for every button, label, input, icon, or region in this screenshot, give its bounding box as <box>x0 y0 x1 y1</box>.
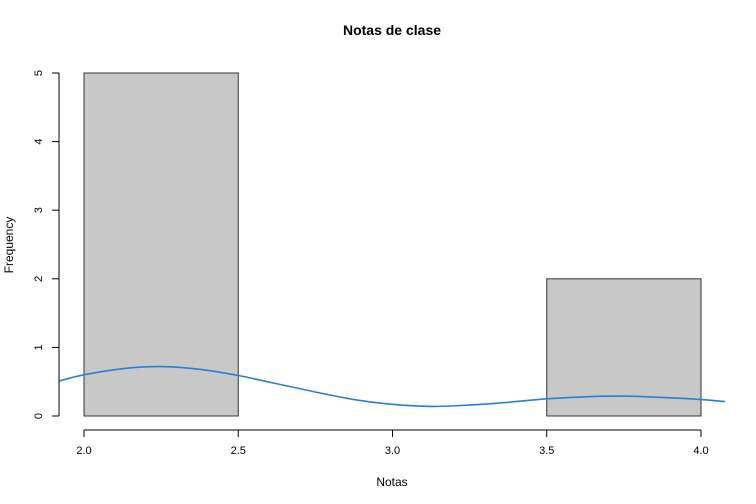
y-tick-label: 3 <box>33 207 45 213</box>
x-tick-label: 3.0 <box>385 445 400 457</box>
y-tick-label: 4 <box>33 139 45 145</box>
density-curve <box>58 365 726 408</box>
y-axis-label: Frequency <box>2 217 16 274</box>
y-tick-label: 0 <box>33 413 45 419</box>
histogram-bar <box>546 278 702 417</box>
y-tick-label: 2 <box>33 276 45 282</box>
x-axis-label: Notas <box>376 475 407 489</box>
chart-title: Notas de clase <box>343 22 441 38</box>
x-tick-label: 2.0 <box>76 445 91 457</box>
x-tick-label: 2.5 <box>231 445 246 457</box>
y-axis: 0 1 2 3 4 5 <box>33 70 60 419</box>
x-tick-label: 3.5 <box>539 445 554 457</box>
bars-group <box>83 72 702 417</box>
x-tick-label: 4.0 <box>693 445 708 457</box>
x-axis: 2.0 2.5 3.0 3.5 4.0 <box>76 429 709 457</box>
histogram-bar <box>83 72 239 417</box>
y-tick-label: 1 <box>33 344 45 350</box>
y-tick-label: 5 <box>33 70 45 76</box>
